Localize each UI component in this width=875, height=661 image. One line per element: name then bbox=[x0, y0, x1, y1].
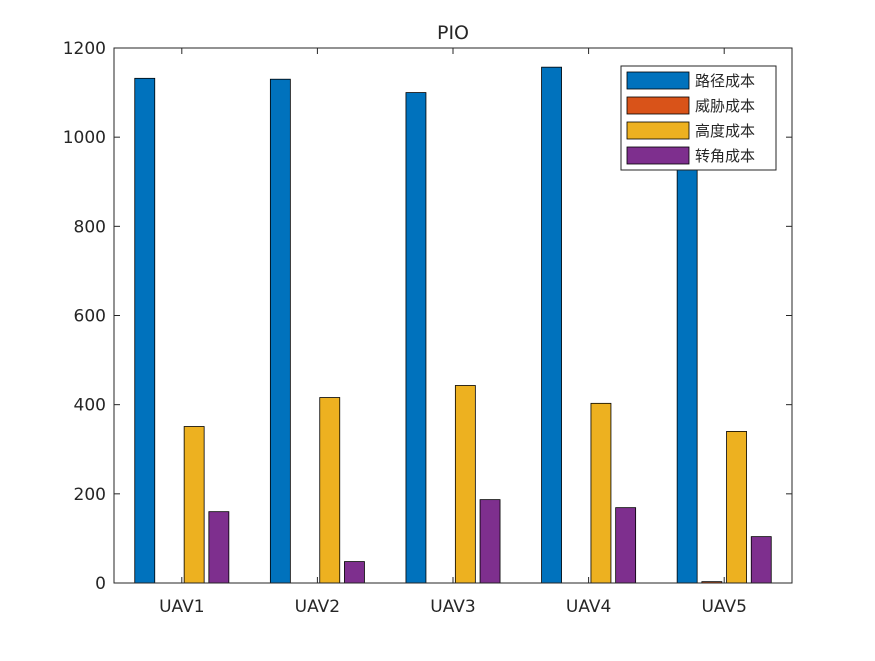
bar-uav2-series-3 bbox=[319, 397, 341, 584]
x-tick-label-uav3: UAV3 bbox=[430, 597, 475, 617]
bar-uav5-series-3 bbox=[726, 431, 747, 584]
legend-swatch-series-1 bbox=[626, 71, 690, 90]
bar-uav4-series-3 bbox=[590, 402, 612, 584]
y-tick-label: 1000 bbox=[63, 128, 106, 148]
bars-layer bbox=[134, 66, 772, 584]
y-tick-label: 1200 bbox=[63, 39, 106, 59]
y-tick-label: 400 bbox=[74, 396, 106, 416]
bar-uav5-series-1 bbox=[676, 155, 698, 584]
chart-title: PIO bbox=[437, 22, 469, 44]
legend-label-series-3: 高度成本 bbox=[695, 122, 755, 140]
bar-uav2-series-4 bbox=[344, 561, 365, 584]
x-tick-label-uav1: UAV1 bbox=[159, 597, 204, 617]
legend-label-series-2: 威胁成本 bbox=[695, 97, 755, 115]
y-tick-label: 800 bbox=[74, 217, 106, 237]
bar-uav4-series-1 bbox=[541, 66, 562, 584]
y-tick-label: 200 bbox=[74, 485, 106, 505]
legend-swatch-series-3 bbox=[626, 121, 690, 140]
bar-uav1-series-4 bbox=[208, 511, 230, 584]
y-tick-label: 600 bbox=[74, 307, 106, 327]
x-tick-label-uav2: UAV2 bbox=[295, 597, 340, 617]
bar-uav1-series-1 bbox=[134, 77, 156, 584]
y-tick-label: 0 bbox=[95, 574, 106, 594]
bar-uav3-series-1 bbox=[405, 92, 427, 584]
legend-swatch-series-4 bbox=[626, 146, 690, 165]
legend-swatch-series-2 bbox=[626, 96, 690, 115]
bar-uav3-series-3 bbox=[454, 385, 476, 584]
bar-uav2-series-1 bbox=[269, 78, 291, 584]
legend-label-series-4: 转角成本 bbox=[695, 147, 755, 165]
axes-layer: 0 200 400 600 800 1000 1200 UAV1 UAV2 UAV3 UAV4 UAV… bbox=[63, 39, 793, 617]
bar-uav3-series-4 bbox=[479, 499, 501, 584]
legend-label-series-1: 路径成本 bbox=[695, 72, 755, 90]
x-tick-label-uav5: UAV5 bbox=[701, 597, 746, 617]
bar-uav5-series-4 bbox=[750, 536, 772, 584]
x-tick-label-uav4: UAV4 bbox=[566, 597, 611, 617]
bar-uav4-series-4 bbox=[615, 507, 637, 584]
bar-uav1-series-3 bbox=[183, 426, 205, 584]
